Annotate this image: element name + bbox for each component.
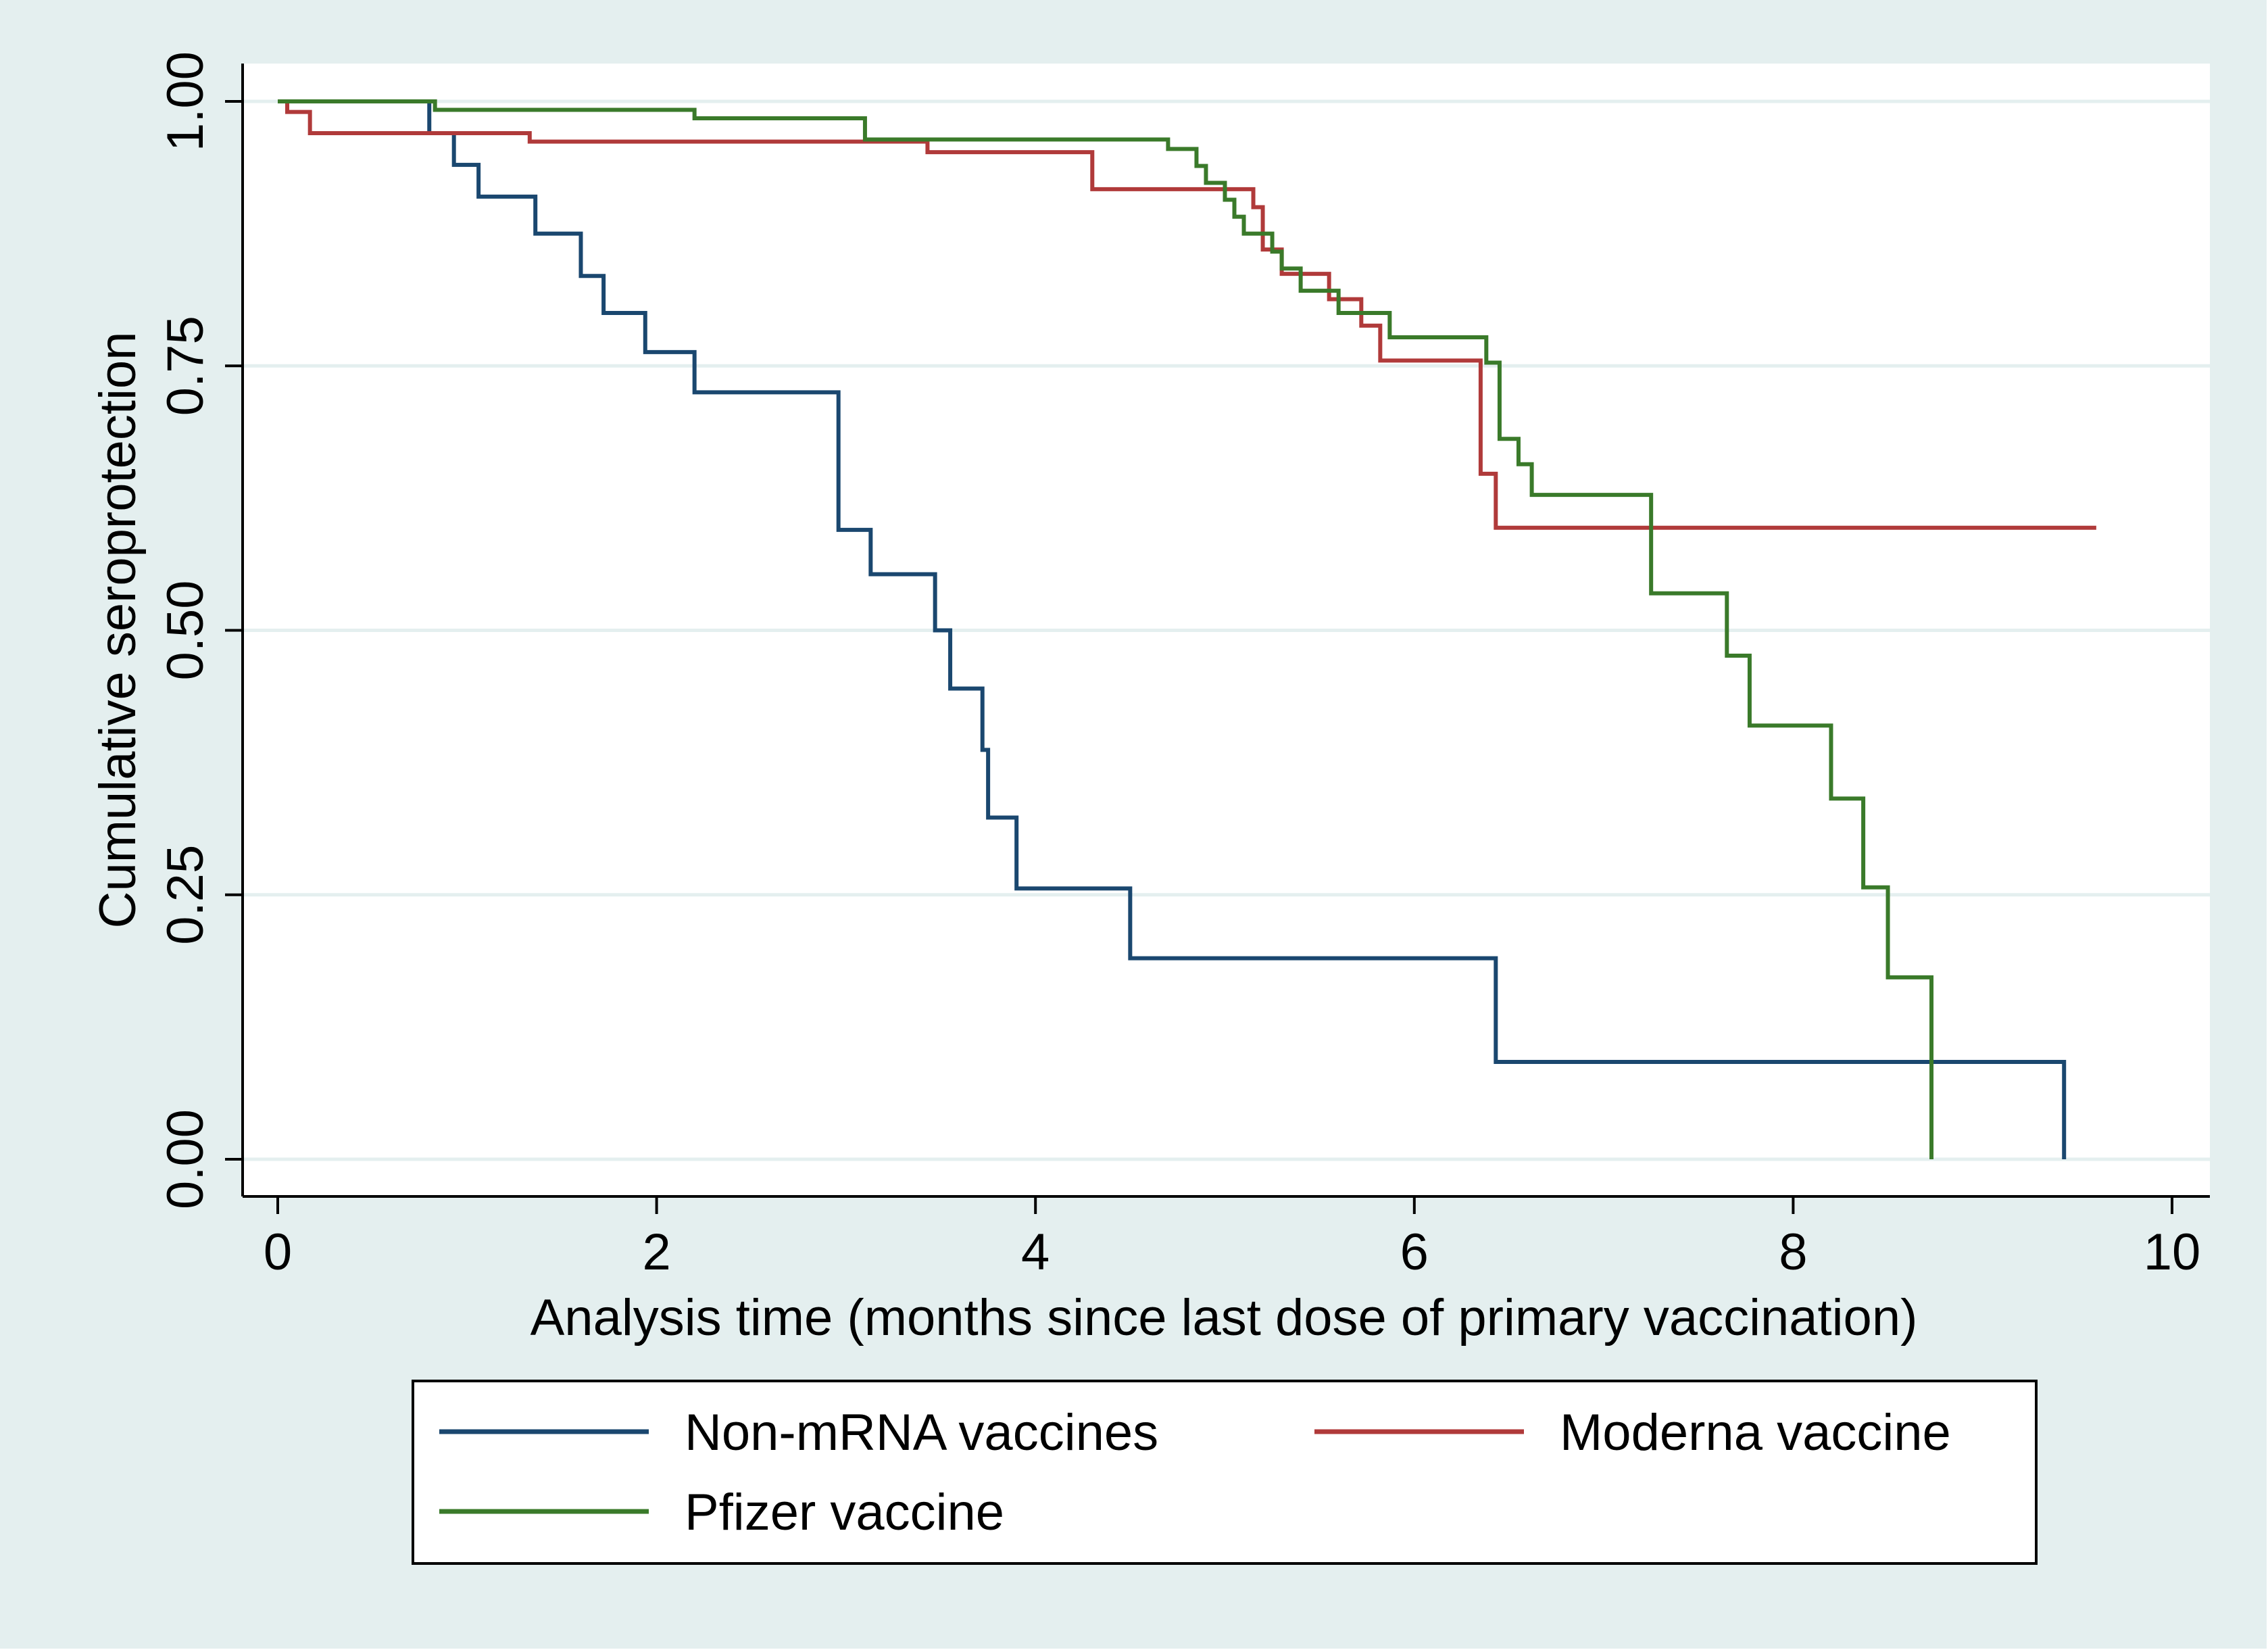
series-line-non-mrna-vaccines [278,99,2067,1159]
gridlines [243,99,2210,1161]
legend-label-pfizer: Pfizer vaccine [685,1484,1004,1541]
y-axis-label: Cumulative seroprotection [89,332,147,929]
axes-ticks: 0.00 0.25 0.50 0.75 1.00 0 2 4 6 8 10 [157,51,2200,1281]
x-tick-label: 2 [642,1223,670,1281]
x-tick-label: 0 [264,1223,292,1281]
y-tick-label: 1.00 [157,51,214,151]
x-tick-label: 6 [1400,1223,1429,1281]
legend-label-moderna: Moderna vaccine [1560,1404,1951,1461]
y-tick-label: 0.75 [157,316,214,416]
y-tick-label: 0.50 [157,581,214,681]
legend: Non-mRNA vaccines Moderna vaccine Pfizer… [412,1380,2038,1565]
y-tick-label: 0.25 [157,845,214,945]
x-tick-label: 8 [1779,1223,1807,1281]
legend-label-non-mrna: Non-mRNA vaccines [685,1404,1158,1461]
x-axis-label: Analysis time (months since last dose of… [531,1289,1918,1346]
y-tick-label: 0.00 [157,1109,214,1209]
legend-box [412,1380,2038,1565]
series-line-moderna-vaccine [278,99,2096,530]
x-tick-label: 4 [1021,1223,1050,1281]
series-group [278,99,2096,1159]
x-tick-label: 10 [2144,1223,2201,1281]
series-line-pfizer-vaccine [278,99,1934,1159]
